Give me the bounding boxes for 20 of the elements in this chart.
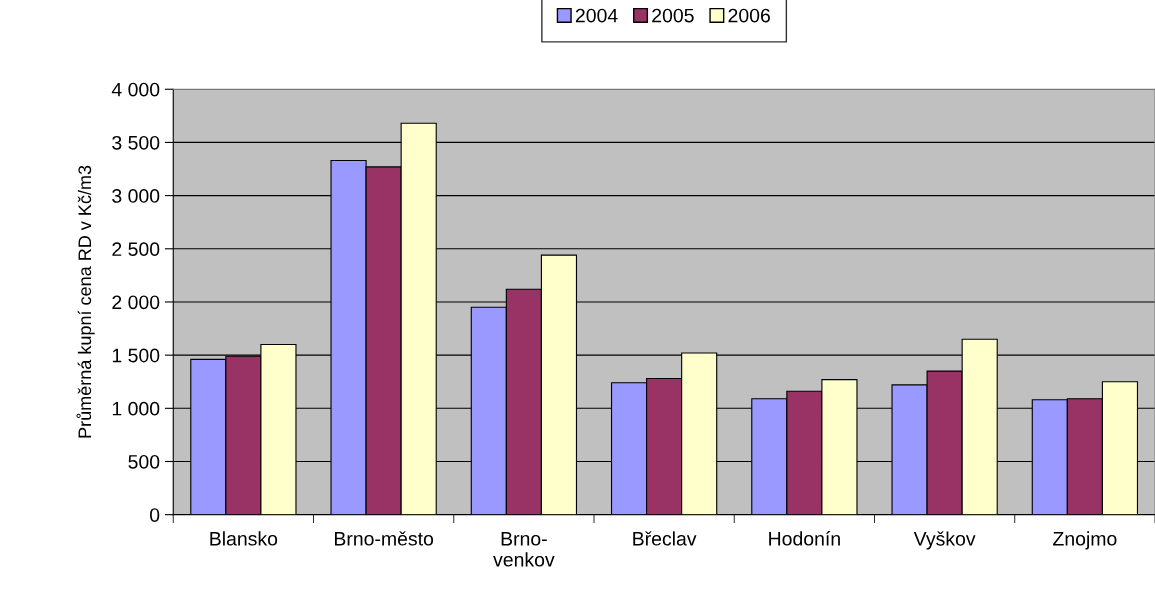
legend-label: 2006 <box>728 8 770 23</box>
y-tick-label: 1 000 <box>112 401 160 416</box>
x-tick-label: Hodonín <box>769 531 840 546</box>
y-tick-label: 3 000 <box>112 189 160 203</box>
y-tick-label: 3 500 <box>112 135 160 150</box>
x-tick-label: Vyškov <box>913 531 976 550</box>
y-tick-label: 2 000 <box>112 295 160 310</box>
y-tick-label: 4 000 <box>111 82 160 97</box>
x-tick-label: Břeclav <box>633 531 697 546</box>
y-tick-label: 0 <box>150 508 160 522</box>
x-tick-label: Blansko <box>210 531 278 546</box>
y-tick-label: 2 500 <box>112 242 160 257</box>
x-tick-label: Brno-město <box>334 531 434 546</box>
legend-label: 2005 <box>652 8 694 23</box>
y-tick-label: 1 500 <box>112 348 160 363</box>
y-axis-title: Průměrná kupní cena RD v Kč/m3 <box>76 165 95 438</box>
x-tick-label: Brno- venkov <box>493 532 555 567</box>
x-tick-label: Znojmo <box>1053 531 1117 550</box>
legend-label: 2004 <box>575 8 618 23</box>
y-tick-label: 500 <box>128 454 160 469</box>
